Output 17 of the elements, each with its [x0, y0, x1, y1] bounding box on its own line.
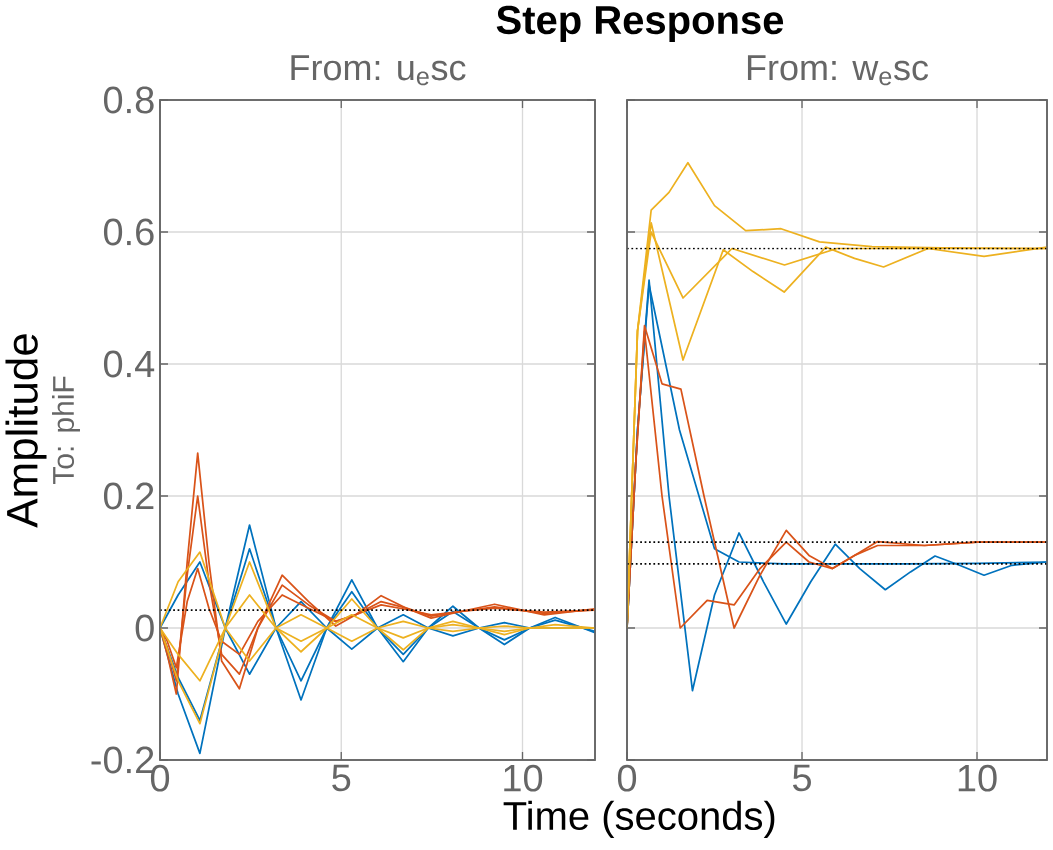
x-tick-label: 10 — [504, 764, 543, 792]
y-tick-label: 0.2 — [103, 482, 154, 510]
x-axis-title: Time (seconds) — [503, 800, 775, 838]
chart-subtitle: From: w$_{e}$sc — [747, 55, 929, 86]
y-tick-label: -0.2 — [91, 746, 154, 774]
y-tick-label: 0.4 — [103, 350, 155, 378]
y-tick-label: 0.6 — [103, 218, 154, 246]
y-tick-label: 0 — [135, 614, 154, 642]
y-tick-label: 0.8 — [103, 86, 154, 114]
x-tick-label: 5 — [792, 764, 811, 792]
chart-subtitle: From: u$_{e}$sc — [291, 55, 466, 86]
y-axis-title: Amplitude — [5, 334, 47, 528]
text: To: phiF — [52, 376, 80, 485]
x-tick-label: 10 — [958, 764, 997, 792]
x-tick-label: 0 — [617, 764, 637, 792]
chart-title: Step Response — [496, 5, 784, 43]
x-tick-label: 5 — [332, 764, 351, 792]
